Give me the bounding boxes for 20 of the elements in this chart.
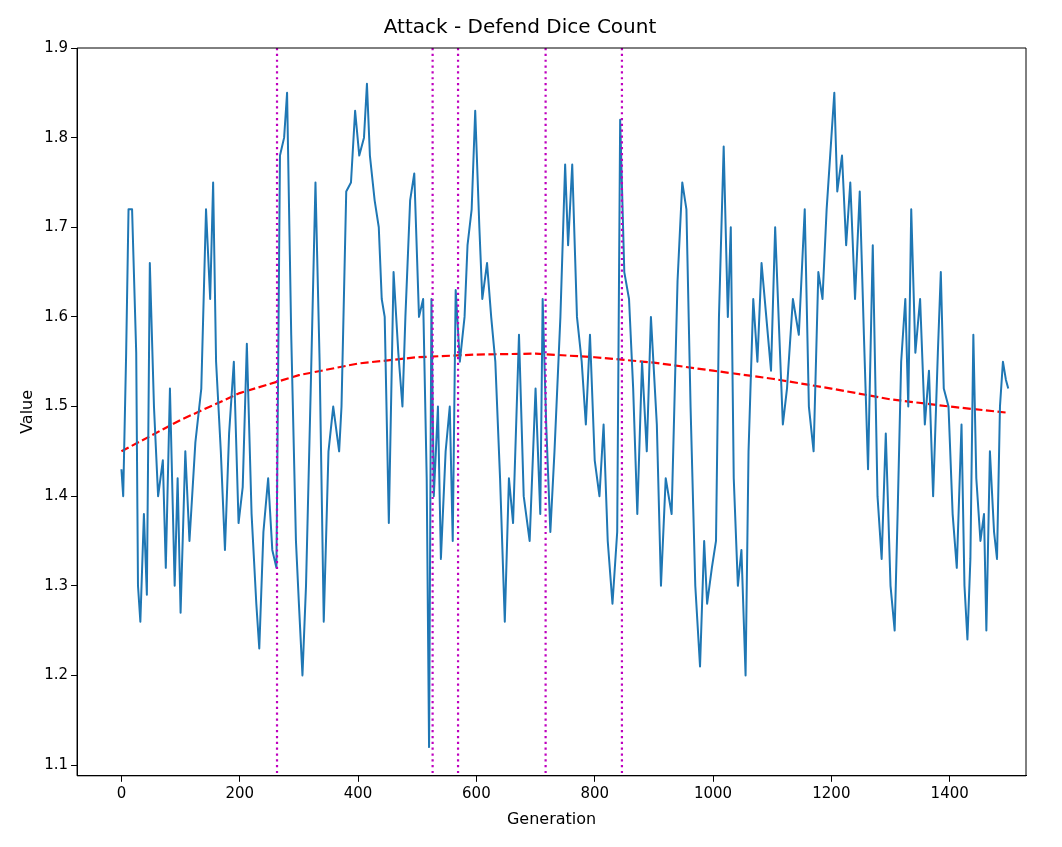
x-tick-label: 0 — [116, 783, 127, 802]
x-tick-label: 1000 — [693, 783, 733, 802]
y-tick-label: 1.8 — [44, 127, 69, 146]
chart-title: Attack - Defend Dice Count — [383, 14, 657, 39]
x-tick-label: 200 — [225, 783, 255, 802]
y-tick-label: 1.2 — [44, 665, 69, 684]
y-tick-label: 1.6 — [44, 306, 69, 325]
x-tick-label: 800 — [580, 783, 610, 802]
y-tick-label: 1.7 — [44, 217, 69, 236]
y-tick-label: 1.5 — [44, 396, 69, 415]
y-tick-label: 1.1 — [44, 754, 69, 773]
y-tick-label: 1.4 — [44, 486, 69, 505]
x-tick-label: 1400 — [930, 783, 969, 802]
x-axis-title: Generation — [506, 808, 597, 828]
y-tick-label: 1.3 — [44, 575, 69, 594]
y-axis-title: Value — [16, 389, 36, 434]
y-tick-label: 1.9 — [44, 37, 69, 56]
x-tick-label: 1200 — [812, 783, 851, 802]
x-tick-label: 600 — [462, 783, 491, 802]
x-tick-label: 400 — [343, 783, 373, 802]
